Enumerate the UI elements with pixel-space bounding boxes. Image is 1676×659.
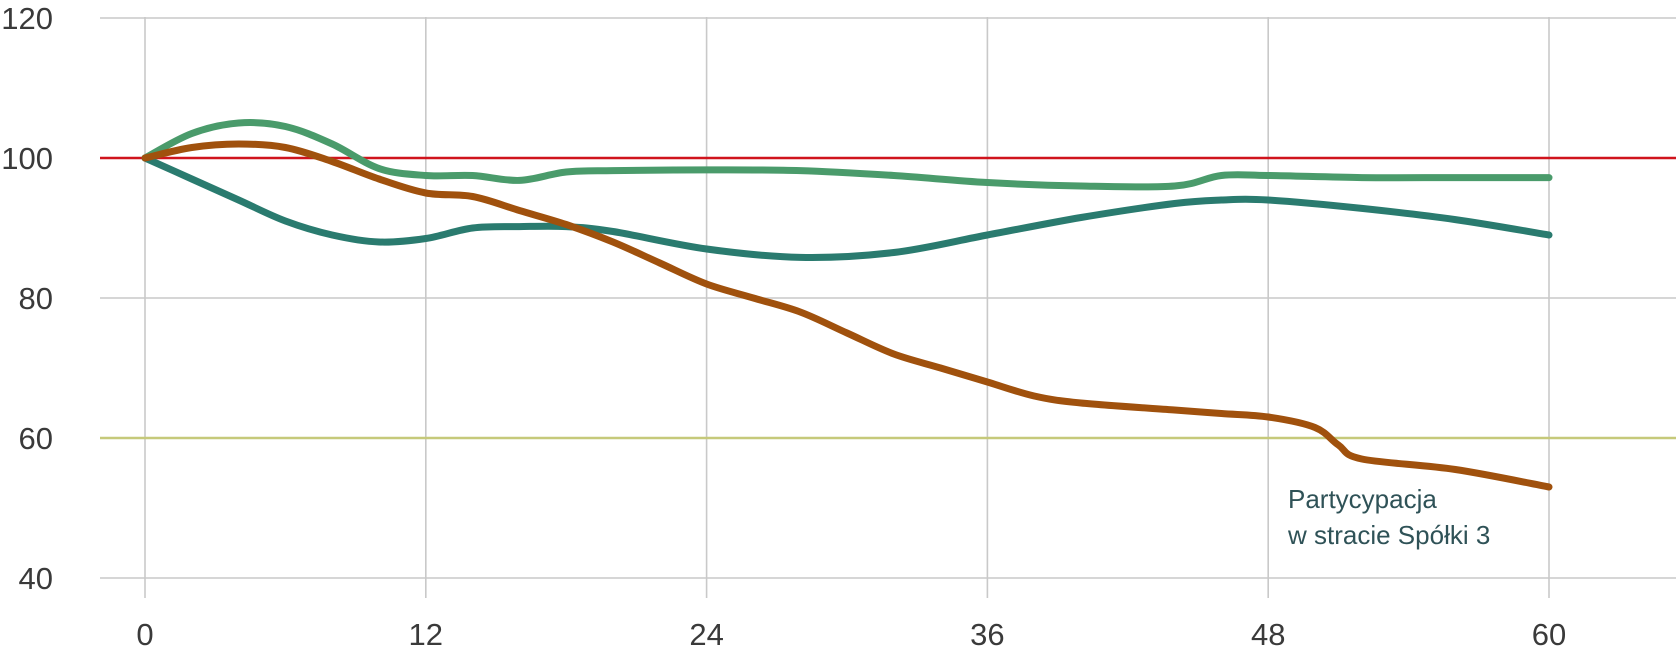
- x-tick-label-0: 0: [136, 617, 153, 652]
- x-tick-label-12: 12: [409, 617, 443, 652]
- x-tick-label-24: 24: [689, 617, 723, 652]
- annotation-line-1: Partycypacja: [1288, 484, 1437, 514]
- y-tick-label-100: 100: [1, 141, 53, 176]
- x-tick-label-36: 36: [970, 617, 1004, 652]
- x-tick-label-60: 60: [1532, 617, 1566, 652]
- series-line-1: [141, 119, 1553, 191]
- series-line-2: [141, 154, 1553, 262]
- series-line-3: [141, 140, 1553, 491]
- y-tick-label-40: 40: [19, 561, 53, 596]
- tick-labels: 40 60 80 100 120 0 12 24 36 48 60: [1, 1, 1566, 652]
- grid: [100, 17, 1676, 598]
- annotation-line-2: w stracie Spółki 3: [1287, 520, 1490, 550]
- x-tick-label-48: 48: [1251, 617, 1285, 652]
- y-tick-label-80: 80: [19, 281, 53, 316]
- series-lines: [141, 119, 1553, 491]
- y-tick-label-60: 60: [19, 421, 53, 456]
- y-tick-label-120: 120: [1, 1, 53, 36]
